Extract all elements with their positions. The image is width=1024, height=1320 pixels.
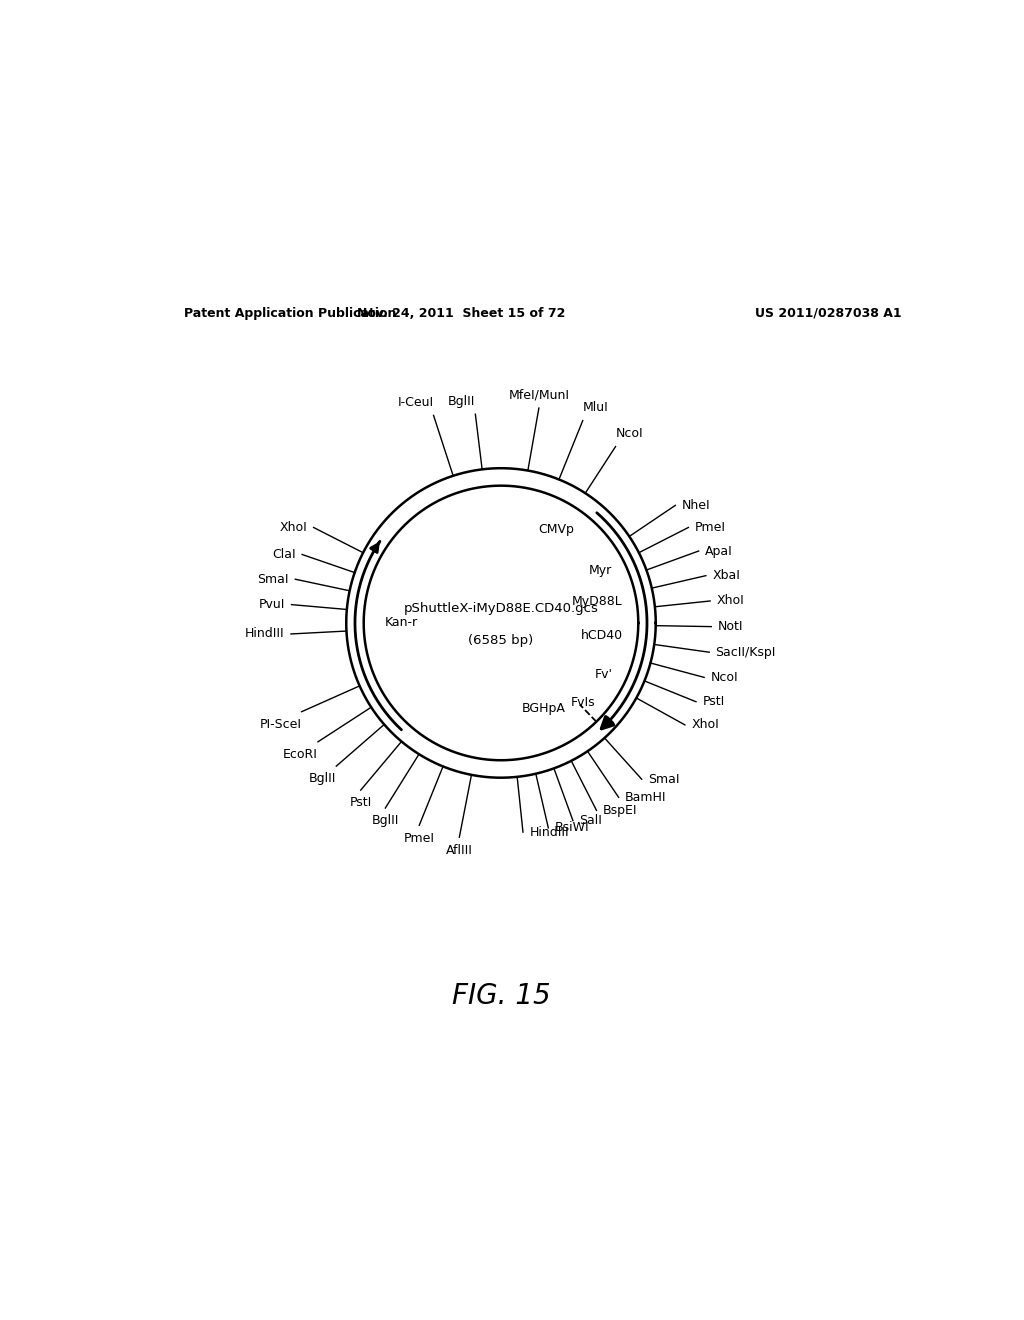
Text: Nov. 24, 2011  Sheet 15 of 72: Nov. 24, 2011 Sheet 15 of 72 (357, 308, 565, 319)
Text: MyD88L: MyD88L (571, 595, 623, 609)
Text: Myr: Myr (589, 565, 612, 577)
Text: pShuttleX-iMyD88E.CD40.gcs: pShuttleX-iMyD88E.CD40.gcs (403, 602, 598, 615)
Text: FIG. 15: FIG. 15 (452, 982, 550, 1010)
Text: XhoI: XhoI (280, 521, 307, 535)
Text: NotI: NotI (718, 620, 743, 634)
Text: ClaI: ClaI (272, 548, 296, 561)
Text: PvuI: PvuI (259, 598, 285, 611)
Text: XbaI: XbaI (713, 569, 740, 582)
Text: BglII: BglII (372, 814, 399, 828)
Text: BglII: BglII (309, 772, 336, 785)
Text: XhoI: XhoI (691, 718, 719, 731)
Text: I-CeuI: I-CeuI (397, 396, 433, 409)
Text: SalI: SalI (580, 814, 602, 828)
Text: CMVp: CMVp (539, 523, 574, 536)
Text: US 2011/0287038 A1: US 2011/0287038 A1 (755, 308, 901, 319)
Text: PmeI: PmeI (694, 521, 726, 535)
Text: HindIII: HindIII (529, 825, 569, 838)
Text: MluI: MluI (583, 401, 608, 414)
Text: ApaI: ApaI (705, 545, 733, 557)
Text: NcoI: NcoI (615, 428, 643, 441)
Text: BamHI: BamHI (625, 791, 667, 804)
Text: hCD40: hCD40 (582, 630, 624, 643)
Text: Kan-r: Kan-r (385, 616, 419, 630)
Text: BspEI: BspEI (603, 804, 637, 817)
Text: NcoI: NcoI (711, 671, 738, 684)
Text: MfeI/MunI: MfeI/MunI (508, 388, 569, 401)
Text: PstI: PstI (702, 696, 725, 709)
Text: HindIII: HindIII (245, 627, 285, 640)
Text: (6585 bp): (6585 bp) (468, 634, 534, 647)
Text: BsiWI: BsiWI (555, 821, 589, 834)
Text: Fv': Fv' (595, 668, 612, 681)
Text: NheI: NheI (682, 499, 711, 512)
Text: SmaI: SmaI (648, 772, 680, 785)
Text: XhoI: XhoI (717, 594, 744, 607)
Text: Patent Application Publication: Patent Application Publication (183, 308, 396, 319)
Text: BGHpA: BGHpA (521, 702, 565, 715)
Text: BglII: BglII (447, 395, 475, 408)
Text: EcoRI: EcoRI (283, 748, 318, 762)
Text: SacII/KspI: SacII/KspI (716, 645, 776, 659)
Text: FvIs: FvIs (570, 696, 595, 709)
Text: AflIII: AflIII (445, 843, 473, 857)
Text: SmaI: SmaI (257, 573, 289, 586)
Text: PstI: PstI (349, 796, 372, 809)
Text: PmeI: PmeI (403, 832, 435, 845)
Text: PI-SceI: PI-SceI (260, 718, 302, 731)
